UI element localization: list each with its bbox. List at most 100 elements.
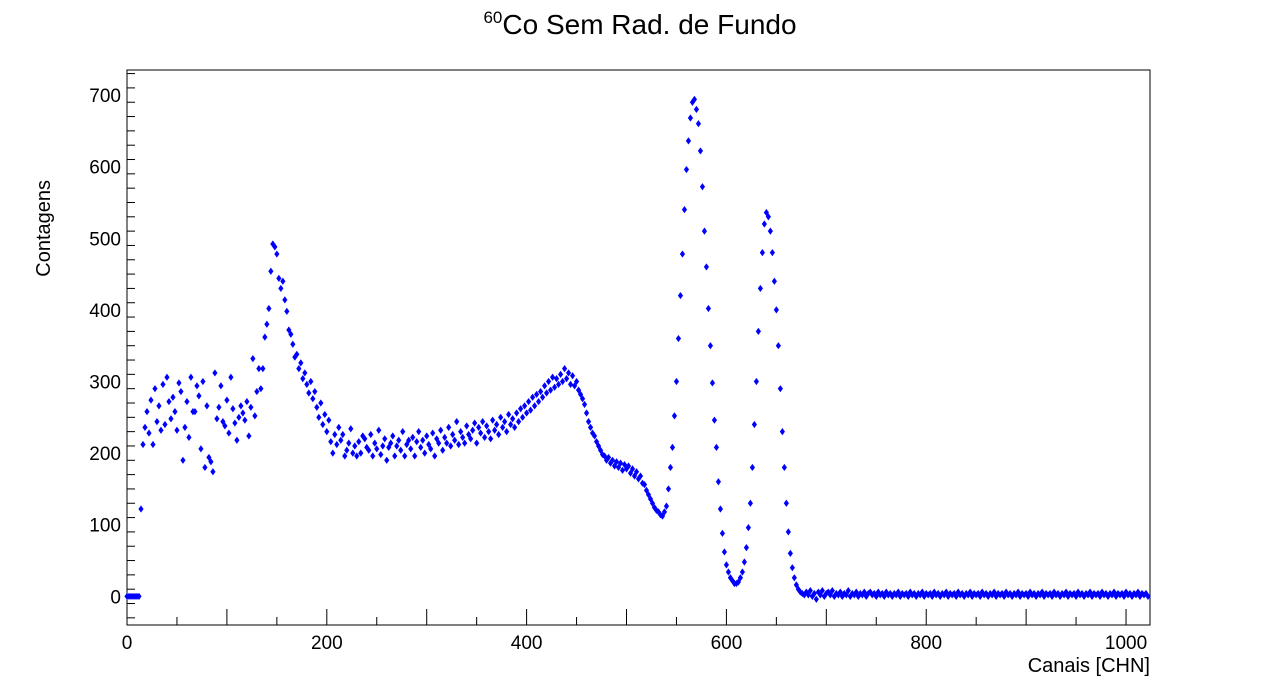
data-point	[661, 508, 668, 516]
data-point	[318, 399, 324, 407]
data-point	[446, 423, 452, 431]
data-point	[589, 429, 596, 437]
data-point	[981, 591, 987, 599]
data-point	[781, 463, 787, 472]
data-point	[853, 588, 859, 596]
data-point	[470, 426, 476, 434]
data-point	[212, 369, 218, 377]
data-point	[344, 446, 350, 454]
data-point	[711, 416, 718, 424]
data-point	[715, 478, 722, 486]
data-point	[919, 588, 925, 596]
data-point	[877, 591, 883, 599]
data-point	[336, 423, 342, 431]
data-point	[693, 105, 700, 113]
data-point	[859, 591, 865, 599]
data-markers	[124, 95, 1151, 603]
data-point	[931, 588, 937, 596]
data-point	[657, 511, 664, 519]
data-point	[785, 528, 791, 536]
data-point	[276, 274, 282, 282]
data-point	[573, 377, 580, 386]
data-point	[490, 416, 496, 424]
data-point	[605, 453, 612, 462]
data-point	[975, 589, 981, 598]
data-point	[498, 413, 504, 421]
data-point	[182, 423, 188, 431]
data-point	[176, 379, 182, 387]
data-point	[402, 452, 408, 460]
data-point	[801, 591, 807, 599]
data-point	[230, 405, 236, 413]
y-tick-label: 600	[89, 158, 121, 179]
data-point	[530, 393, 536, 401]
data-point	[649, 499, 656, 507]
data-point	[506, 410, 512, 419]
data-point	[1051, 588, 1057, 596]
data-point	[585, 418, 592, 426]
chart-title: 60Co Sem Rad. de Fundo	[483, 8, 796, 40]
data-point	[797, 588, 803, 596]
data-point	[436, 439, 442, 447]
data-point	[324, 428, 330, 436]
data-point	[849, 589, 855, 598]
data-point	[541, 382, 548, 390]
data-point	[753, 377, 759, 386]
data-point	[1107, 589, 1113, 598]
data-point	[310, 395, 316, 403]
data-point	[1089, 592, 1095, 600]
data-point	[284, 307, 290, 315]
data-point	[420, 436, 426, 444]
data-point	[364, 443, 370, 451]
data-point	[595, 442, 602, 450]
data-point	[266, 304, 272, 313]
data-point	[1005, 591, 1011, 599]
data-point	[893, 591, 899, 599]
data-point	[220, 418, 226, 426]
data-point	[1129, 592, 1135, 600]
x-tick-label: 600	[711, 633, 743, 654]
data-point	[304, 380, 310, 388]
data-point	[889, 592, 895, 600]
data-point	[997, 591, 1003, 599]
data-point	[244, 397, 250, 406]
data-point	[424, 432, 430, 440]
data-point	[460, 433, 466, 441]
data-point	[647, 495, 654, 503]
data-point	[386, 443, 392, 451]
data-point	[484, 422, 490, 430]
data-point	[1145, 592, 1151, 600]
data-point	[178, 387, 184, 396]
data-point	[793, 581, 799, 589]
data-point	[466, 430, 472, 439]
data-point	[591, 432, 598, 440]
data-point	[442, 433, 448, 441]
data-point	[1115, 589, 1121, 598]
data-point	[943, 588, 949, 596]
data-point	[504, 428, 510, 436]
data-point	[416, 428, 422, 436]
data-point	[897, 592, 903, 600]
data-point	[901, 591, 907, 599]
data-point	[1123, 588, 1129, 596]
data-point	[917, 591, 923, 599]
data-point	[783, 499, 789, 507]
data-point	[1081, 592, 1087, 600]
data-point	[743, 544, 749, 552]
data-point	[156, 402, 162, 410]
data-point	[1083, 589, 1089, 598]
data-point	[569, 372, 576, 380]
data-point	[567, 380, 574, 388]
data-point	[551, 383, 558, 391]
data-point	[278, 284, 284, 293]
data-point	[999, 589, 1005, 598]
data-point	[687, 114, 694, 122]
data-point	[883, 588, 889, 596]
data-point	[721, 548, 728, 556]
data-point	[1011, 589, 1017, 598]
data-point	[929, 592, 935, 600]
data-point	[450, 430, 456, 439]
data-point	[825, 588, 831, 596]
data-point	[1111, 588, 1117, 596]
data-point	[1139, 589, 1145, 598]
